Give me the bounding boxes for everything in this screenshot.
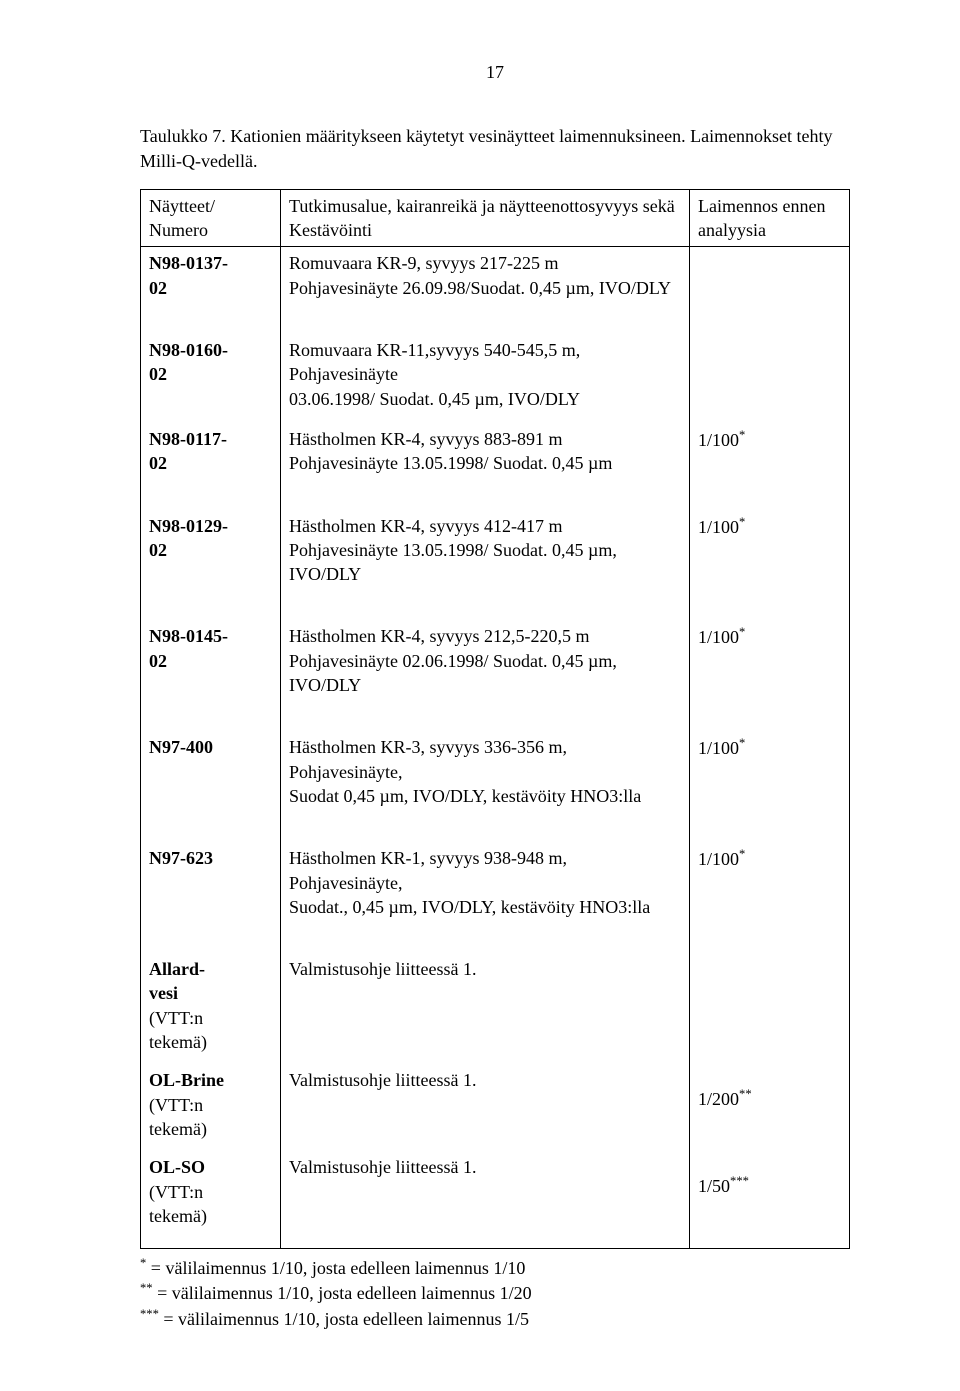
sample-id: N98-0160- (149, 340, 228, 360)
table-row: N98-0117- 02 Hästholmen KR-4, syvyys 883… (141, 415, 850, 480)
sample-id: N98-0137- (149, 253, 228, 273)
table-caption: Taulukko 7. Kationien määritykseen käyte… (140, 124, 850, 173)
sample-desc: Suodat 0,45 µm, IVO/DLY, kestävöity HNO3… (289, 786, 641, 806)
sample-id: OL-SO (149, 1157, 205, 1177)
footnote-text: = välilaimennus 1/10, josta edelleen lai… (153, 1283, 532, 1303)
sample-desc: Valmistusohje liitteessä 1. (289, 1157, 476, 1177)
sample-id: (VTT:n (149, 1182, 203, 1202)
table-row: N98-0145- 02 Hästholmen KR-4, syvyys 212… (141, 620, 850, 701)
sample-id: 02 (149, 651, 167, 671)
sample-id: 02 (149, 278, 167, 298)
sample-desc: Romuvaara KR-11,syvyys 540-545,5 m, Pohj… (289, 340, 580, 384)
sample-id: Allard- (149, 959, 205, 979)
footnote-marker: ** (739, 1087, 752, 1101)
table-row: N98-0160- 02 Romuvaara KR-11,syvyys 540-… (141, 334, 850, 415)
sample-id: OL-Brine (149, 1070, 224, 1090)
sample-desc: Hästholmen KR-4, syvyys 212,5-220,5 m (289, 626, 590, 646)
sample-desc: Hästholmen KR-4, syvyys 412-417 m (289, 516, 563, 536)
footnote-line: ** = välilaimennus 1/10, josta edelleen … (140, 1280, 850, 1305)
sample-desc: Pohjavesinäyte 13.05.1998/ Suodat. 0,45 … (289, 453, 612, 473)
sample-id: N98-0117- (149, 429, 227, 449)
sample-desc: Pohjavesinäyte 02.06.1998/ Suodat. 0,45 … (289, 651, 617, 695)
footnote-marker: * (739, 847, 745, 861)
table-row: OL-Brine (VTT:n tekemä) Valmistusohje li… (141, 1058, 850, 1145)
footnote-marker: * (739, 736, 745, 750)
table-header-row: Näytteet/ Numero Tutkimusalue, kairanrei… (141, 189, 850, 247)
footnote-marker: * (739, 515, 745, 529)
page-number: 17 (140, 60, 850, 84)
header-col3-line1: Laimennos ennen (698, 196, 825, 216)
footnote-marker: * (739, 428, 745, 442)
dilution-value: 1/100 (698, 849, 739, 869)
table-row: N98-0137- 02 Romuvaara KR-9, syvyys 217-… (141, 247, 850, 304)
header-col3-line2: analyysia (698, 220, 766, 240)
sample-desc: 03.06.1998/ Suodat. 0,45 µm, IVO/DLY (289, 389, 580, 409)
sample-id: vesi (149, 983, 178, 1003)
spacer-row (141, 812, 850, 842)
footnote-text: = välilaimennus 1/10, josta edelleen lai… (159, 1309, 529, 1329)
sample-id: tekemä) (149, 1032, 207, 1052)
sample-desc: Hästholmen KR-3, syvyys 336-356 m, Pohja… (289, 737, 567, 781)
spacer-row (141, 590, 850, 620)
footnote-line: *** = välilaimennus 1/10, josta edelleen… (140, 1306, 850, 1331)
dilution-value: 1/100 (698, 627, 739, 647)
dilution-value: 1/100 (698, 430, 739, 450)
footnotes: * = välilaimennus 1/10, josta edelleen l… (140, 1255, 850, 1331)
sample-id: N97-623 (149, 848, 213, 868)
dilution-value: 1/50 (698, 1176, 730, 1196)
sample-id: tekemä) (149, 1206, 207, 1226)
sample-desc: Pohjavesinäyte 26.09.98/Suodat. 0,45 µm,… (289, 278, 671, 298)
header-col2-line1: Tutkimusalue, kairanreikä ja näytteenott… (289, 196, 675, 216)
header-col1-line2: Numero (149, 220, 208, 240)
spacer-row (141, 304, 850, 334)
sample-id: tekemä) (149, 1119, 207, 1139)
sample-desc: Valmistusohje liitteessä 1. (289, 1070, 476, 1090)
dilution-value: 1/100 (698, 738, 739, 758)
spacer-row (141, 480, 850, 510)
samples-table: Näytteet/ Numero Tutkimusalue, kairanrei… (140, 189, 850, 1249)
sample-id: 02 (149, 453, 167, 473)
sample-id: 02 (149, 364, 167, 384)
footnote-line: * = välilaimennus 1/10, josta edelleen l… (140, 1255, 850, 1280)
sample-desc: Valmistusohje liitteessä 1. (289, 959, 476, 979)
sample-id: (VTT:n (149, 1095, 203, 1115)
table-row: N98-0129- 02 Hästholmen KR-4, syvyys 412… (141, 510, 850, 591)
footnote-symbol: ** (140, 1281, 153, 1295)
sample-id: N97-400 (149, 737, 213, 757)
dilution-value: 1/200 (698, 1089, 739, 1109)
spacer-row (141, 923, 850, 953)
footnote-symbol: *** (140, 1307, 159, 1321)
sample-desc: Hästholmen KR-4, syvyys 883-891 m (289, 429, 563, 449)
table-row: OL-SO (VTT:n tekemä) Valmistusohje liitt… (141, 1145, 850, 1248)
table-row: N97-623 Hästholmen KR-1, syvyys 938-948 … (141, 842, 850, 923)
header-col1-line1: Näytteet/ (149, 196, 215, 216)
dilution-value: 1/100 (698, 517, 739, 537)
footnote-text: = välilaimennus 1/10, josta edelleen lai… (146, 1258, 525, 1278)
header-col2-line2: Kestävöinti (289, 220, 372, 240)
document-page: 17 Taulukko 7. Kationien määritykseen kä… (0, 0, 960, 1391)
sample-desc: Pohjavesinäyte 13.05.1998/ Suodat. 0,45 … (289, 540, 617, 584)
footnote-marker: *** (730, 1174, 749, 1188)
sample-id: N98-0145- (149, 626, 228, 646)
sample-id: N98-0129- (149, 516, 228, 536)
sample-id: (VTT:n (149, 1008, 203, 1028)
sample-desc: Romuvaara KR-9, syvyys 217-225 m (289, 253, 558, 273)
table-row: Allard- vesi (VTT:n tekemä) Valmistusohj… (141, 953, 850, 1058)
sample-desc: Hästholmen KR-1, syvyys 938-948 m, Pohja… (289, 848, 567, 892)
sample-desc: Suodat., 0,45 µm, IVO/DLY, kestävöity HN… (289, 897, 650, 917)
footnote-marker: * (739, 625, 745, 639)
spacer-row (141, 701, 850, 731)
sample-id: 02 (149, 540, 167, 560)
table-row: N97-400 Hästholmen KR-3, syvyys 336-356 … (141, 731, 850, 812)
